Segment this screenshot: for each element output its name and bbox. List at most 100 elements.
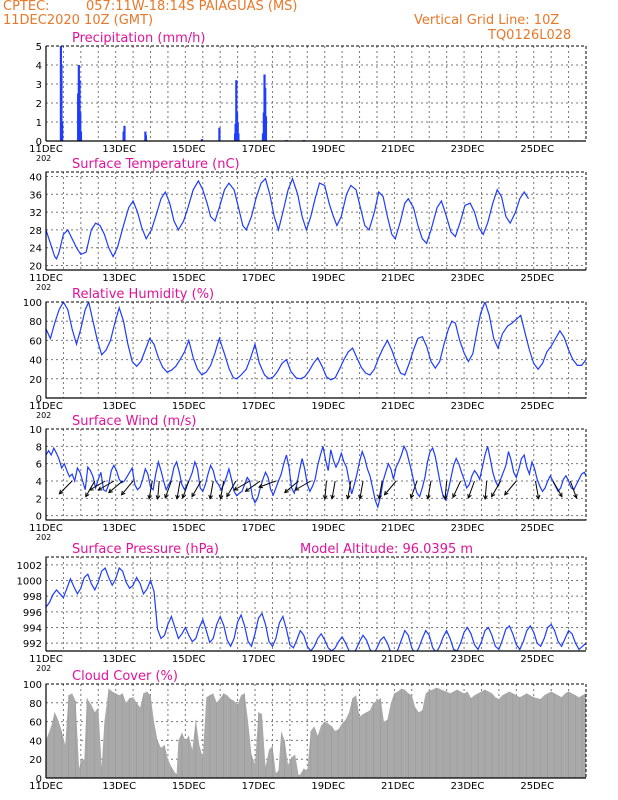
y-tick-label: 100 — [23, 680, 42, 691]
grid-note-label: Vertical Grid Line: 10Z — [414, 13, 560, 28]
wind-arrowhead — [377, 494, 382, 500]
wind-vector — [121, 480, 134, 496]
wind-arrowhead — [88, 486, 94, 491]
y-tick-label: 40 — [29, 172, 42, 183]
wind-vector — [245, 480, 261, 492]
wind-vector — [452, 480, 462, 498]
precip-bar — [60, 65, 63, 141]
x-tick-label: 19DEC — [311, 401, 345, 412]
precip-data — [59, 46, 306, 141]
x-tick-label: 21DEC — [381, 654, 415, 665]
x-tick-label: 11DEC — [29, 401, 63, 412]
x-tick-label: 17DEC — [242, 273, 276, 284]
y-tick-label: 28 — [29, 226, 42, 237]
wind-arrowhead — [233, 486, 239, 491]
x-tick-label: 23DEC — [451, 273, 485, 284]
y-tick-label: 996 — [23, 608, 42, 619]
precip-bar — [237, 133, 240, 141]
y-tick-label: 32 — [29, 208, 42, 219]
y-tick-label: 4 — [36, 61, 42, 72]
wind-arrowhead — [383, 490, 389, 496]
y-tick-label: 24 — [29, 244, 42, 255]
y-tick-label: 60 — [29, 718, 42, 729]
x-tick-label: 17DEC — [242, 654, 276, 665]
y-tick-label: 20 — [29, 262, 42, 273]
wind-vector — [504, 480, 517, 496]
precip-frame — [45, 45, 587, 142]
wind-vector — [226, 480, 237, 497]
wind-arrowhead — [322, 495, 328, 500]
wind-vector — [467, 480, 475, 499]
x-tick-label: 15DEC — [172, 781, 206, 792]
y-tick-label: 0 — [36, 512, 42, 523]
cloud-area — [46, 687, 586, 778]
x-tick-label: 15DEC — [172, 273, 206, 284]
location-label: 057:11W-18:14S PAIAGUAS (MS) — [86, 0, 298, 14]
x-tick-label: 23DEC — [451, 401, 485, 412]
x-tick-label: 23DEC — [451, 781, 485, 792]
y-tick-label: 40 — [29, 356, 42, 367]
wind-line — [46, 444, 586, 509]
precip-bar — [144, 135, 148, 141]
x-tick-label: 25DEC — [520, 781, 554, 792]
wind-arrowhead — [191, 492, 196, 498]
wind-arrowhead — [426, 494, 431, 500]
wind-vector — [378, 480, 383, 499]
rh-title: Relative Humidity (%) — [72, 287, 214, 302]
wind-vector — [359, 480, 364, 499]
wind-vector — [182, 480, 190, 499]
wind-arrowhead — [108, 488, 113, 494]
x-tick-label: 13DEC — [102, 654, 136, 665]
wind-arrowhead — [443, 495, 448, 500]
wind-vector — [176, 480, 181, 499]
wind-vector — [59, 480, 73, 495]
wind-arrowhead — [97, 486, 103, 491]
pressure-line — [46, 566, 586, 651]
y-tick-label: 100 — [23, 298, 42, 309]
precip-bar — [236, 122, 239, 141]
x-tick-label: 13DEC — [102, 401, 136, 412]
wind-vector — [284, 480, 299, 493]
cloud-data — [46, 687, 586, 778]
x-tick-label: 25DEC — [520, 523, 554, 534]
x-tick-label: 25DEC — [520, 144, 554, 155]
rh-line — [46, 302, 586, 381]
run-time-label: 11DEC2020 10Z (GMT) — [3, 13, 154, 28]
precip-bar — [78, 80, 81, 141]
x-tick-label: 17DEC — [242, 401, 276, 412]
wind-vector — [157, 480, 160, 499]
y-tick-label: 60 — [29, 336, 42, 347]
wind-vector — [427, 480, 432, 499]
wind-vector — [294, 480, 312, 491]
wind-vector — [552, 480, 563, 497]
wind-vector — [220, 480, 225, 499]
wind-vector — [191, 480, 202, 497]
precip-bar — [264, 87, 267, 141]
x-tick-label: 23DEC — [451, 523, 485, 534]
x-tick-label: 13DEC — [102, 144, 136, 155]
precip-bar — [123, 125, 126, 141]
x-tick-label: 15DEC — [172, 401, 206, 412]
temp-line — [46, 176, 530, 261]
wind-arrowhead — [409, 493, 415, 499]
y-tick-label: 998 — [23, 592, 42, 603]
wind-arrowhead — [155, 495, 161, 500]
x-tick-label: 21DEC — [381, 273, 415, 284]
x-tick-label: 19DEC — [311, 144, 345, 155]
precip-title: Precipitation (mm/h) — [72, 31, 205, 46]
wind-vector — [164, 480, 172, 499]
x-tick-label: 11DEC — [29, 273, 63, 284]
wind-arrowhead — [218, 494, 224, 500]
precip-bar — [200, 139, 204, 141]
wind-arrowhead — [164, 493, 169, 499]
pressure-frame — [45, 556, 587, 652]
wind-title: Surface Wind (m/s) — [72, 414, 196, 429]
pressure-panel: 1002 1000 998 996 994 992 11DEC 13DEC 15DEC 17DEC… — [17, 542, 587, 673]
wind-arrowhead — [283, 488, 289, 494]
year-label: 202 — [36, 283, 51, 292]
x-tick-label: 11DEC — [29, 144, 63, 155]
